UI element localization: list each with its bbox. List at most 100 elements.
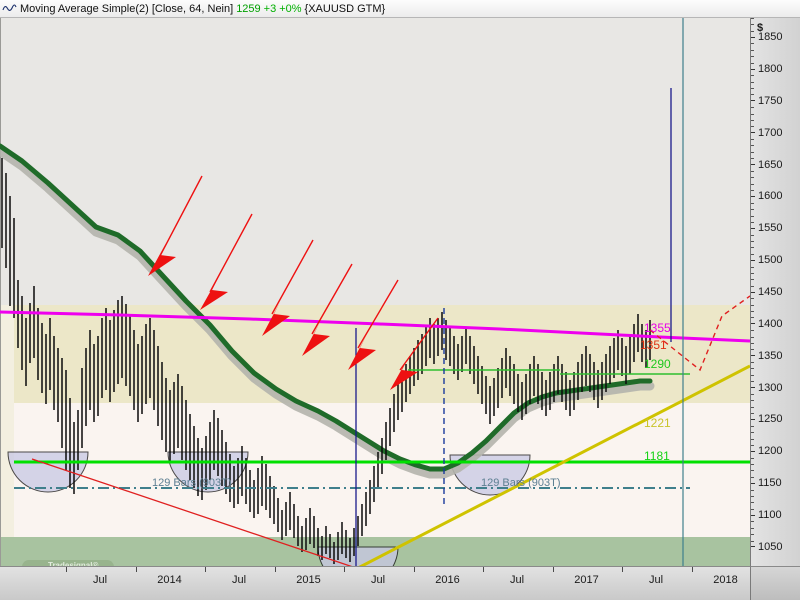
price-minor-tick: [751, 170, 754, 172]
price-minor-tick: [751, 444, 754, 446]
price-minor-tick: [751, 221, 754, 223]
price-label-1221: 1221: [644, 416, 671, 430]
magenta-resistance-line: [0, 310, 750, 343]
time-tick-mark: [552, 567, 554, 572]
price-minor-tick: [751, 279, 754, 281]
price-minor-tick: [751, 209, 754, 211]
price-minor-tick: [751, 126, 754, 128]
bars-annotation-left: 129 Bars (903T): [152, 477, 232, 489]
chart-plot-area[interactable]: 1355 1351 1290 1221 1181 129 Bars (903T)…: [0, 18, 750, 566]
red-arrow-6: [390, 317, 439, 390]
time-tick-label-2018: 2018: [713, 574, 738, 586]
price-minor-tick: [751, 464, 754, 466]
price-minor-tick: [751, 272, 754, 274]
price-tick-1150: 1150: [751, 477, 782, 489]
price-change-percent: +0%: [279, 2, 302, 15]
price-tick-1350: 1350: [751, 350, 782, 362]
tradesignal-online-watermark: Tradesignal® on Line: [22, 560, 114, 566]
price-minor-tick: [751, 298, 754, 300]
price-tick-1250: 1250: [751, 413, 782, 425]
price-tick-1600: 1600: [751, 190, 782, 202]
price-minor-tick: [751, 400, 754, 402]
ma-shadow-line: [0, 146, 655, 479]
price-minor-tick: [751, 540, 754, 542]
time-tick-label-Jul: Jul: [231, 574, 247, 586]
price-minor-tick: [751, 30, 754, 32]
price-minor-tick: [751, 438, 754, 440]
chart-canvas: [0, 18, 750, 566]
price-minor-tick: [751, 527, 754, 529]
time-tick-label-Jul: Jul: [370, 574, 386, 586]
price-minor-tick: [751, 502, 754, 504]
price-tick-1850: 1850: [751, 31, 782, 43]
time-tick-mark: [274, 567, 276, 572]
price-minor-tick: [751, 495, 754, 497]
price-minor-tick: [751, 81, 754, 83]
price-label-1181: 1181: [644, 449, 670, 463]
price-minor-tick: [751, 317, 754, 319]
price-change: +3: [263, 2, 277, 15]
symbol-label: {XAUUSD GTM}: [304, 2, 386, 15]
price-minor-tick: [751, 413, 754, 415]
price-minor-tick: [751, 336, 754, 338]
time-tick-mark: [66, 567, 67, 572]
price-axis[interactable]: $ 1850 1800 1750 1700 1650 1600 1550 1500 1450 14…: [750, 18, 800, 566]
red-arrow-4: [302, 263, 353, 356]
price-tick-1700: 1700: [751, 127, 782, 139]
price-tick-1050: 1050: [751, 541, 782, 553]
moving-average-line: [0, 143, 653, 472]
time-tick-label-2015: 2015: [296, 574, 321, 586]
price-minor-tick: [751, 521, 754, 523]
time-tick-mark: [344, 567, 345, 572]
price-minor-tick: [751, 266, 754, 268]
time-axis[interactable]: Jul2014Jul2015Jul2016Jul2017Jul2018Jul: [0, 566, 800, 600]
price-minor-tick: [751, 94, 754, 96]
price-tick-1500: 1500: [751, 254, 782, 266]
time-tick-label-2017: 2017: [574, 574, 599, 586]
price-label-1355: 1355: [644, 321, 671, 335]
price-minor-tick: [751, 489, 754, 491]
price-minor-tick: [751, 241, 754, 243]
time-tick-label-2014: 2014: [157, 574, 182, 586]
svg-text:Tradesignal®: Tradesignal®: [48, 561, 98, 566]
red-arrow-2: [200, 213, 253, 310]
price-minor-tick: [751, 62, 754, 64]
price-label-1351: 1351: [640, 338, 667, 352]
time-tick-label-Jul: Jul: [509, 574, 525, 586]
chart-header: Moving Average Simple(2) [Close, 64, Nei…: [0, 0, 800, 18]
price-minor-tick: [751, 476, 754, 478]
time-tick-mark: [205, 567, 206, 572]
price-minor-tick: [751, 330, 754, 332]
price-minor-tick: [751, 75, 754, 77]
red-arrow-annotations: [148, 175, 439, 390]
yellow-uptrend-line: [358, 364, 750, 566]
price-minor-tick: [751, 374, 754, 376]
price-minor-tick: [751, 88, 754, 90]
wave-indicator-icon: [2, 4, 17, 11]
time-tick-mark: [691, 567, 693, 572]
red-arrow-1: [148, 175, 203, 276]
red-arrow-5: [348, 279, 399, 370]
red-forecast-projection: [649, 295, 750, 372]
time-tick-mark: [413, 567, 415, 572]
price-minor-tick: [751, 18, 754, 19]
price-minor-tick: [751, 56, 754, 58]
band-left-edge: [0, 305, 14, 537]
price-label-1290: 1290: [644, 357, 671, 371]
red-downtrend-line: [31, 458, 353, 566]
price-minor-tick: [751, 349, 754, 351]
price-minor-tick: [751, 432, 754, 434]
time-tick-mark: [622, 567, 623, 572]
price-minor-tick: [751, 247, 754, 249]
time-tick-mark: [135, 567, 137, 572]
price-minor-tick: [751, 202, 754, 204]
price-minor-tick: [751, 457, 754, 459]
price-minor-tick: [751, 253, 754, 255]
axis-corner-filler: [750, 566, 800, 600]
price-minor-tick: [751, 368, 754, 370]
price-minor-tick: [751, 190, 754, 192]
price-tick-1400: 1400: [751, 318, 782, 330]
price-minor-tick: [751, 43, 754, 45]
price-minor-tick: [751, 145, 754, 147]
price-tick-1550: 1550: [751, 222, 782, 234]
